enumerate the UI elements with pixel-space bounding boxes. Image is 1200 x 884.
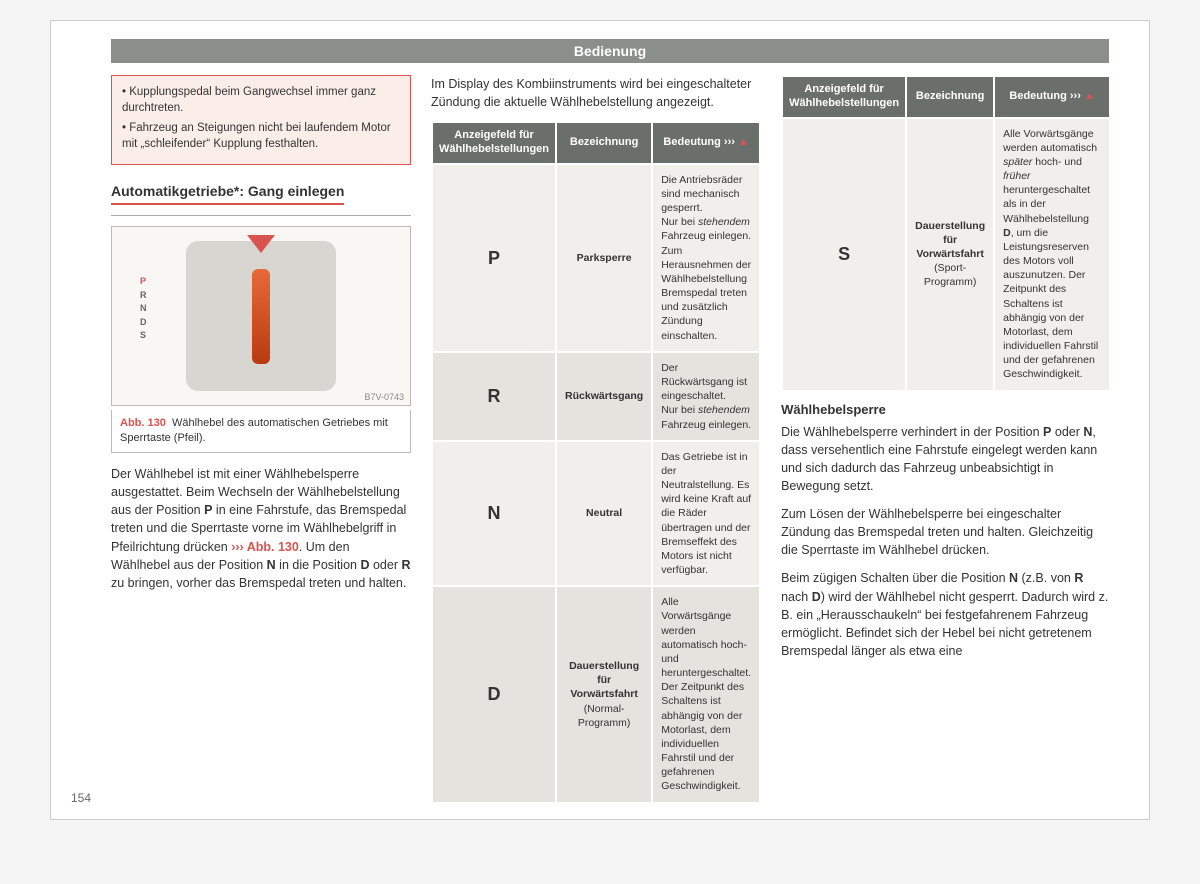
gear-letter: D [140, 316, 147, 330]
gear-code: N [432, 441, 556, 587]
figure-caption: Abb. 130 Wählhebel des automatischen Get… [111, 410, 411, 453]
figure-130: P R N D S B7V-0743 [111, 226, 411, 406]
table-header: Anzeigefeld für Wählhebelstellungen [782, 76, 906, 118]
gear-lever-icon [252, 269, 270, 364]
table-row: SDauerstellung für Vorwärtsfahrt (Sport-… [782, 118, 1110, 391]
table-header: Bedeutung ››› ▲ [994, 76, 1110, 118]
right-paragraph: Zum Lösen der Wählhebelsperre bei einges… [781, 505, 1111, 559]
gear-table-body-mid: PParksperreDie Antriebsräder sind mechan… [432, 164, 760, 803]
gear-code: S [782, 118, 906, 391]
gear-code: D [432, 586, 556, 802]
gear-letter: R [140, 289, 147, 303]
table-header: Bezeichnung [556, 122, 652, 164]
table-row: PParksperreDie Antriebsräder sind mechan… [432, 164, 760, 352]
right-paragraph: Die Wählhebelsperre verhindert in der Po… [781, 423, 1111, 496]
right-paragraph: Beim zügigen Schalten über die Position … [781, 569, 1111, 660]
column-layout: • Kupplungspedal beim Gangwechsel immer … [111, 75, 1109, 804]
gear-lever-illustration [186, 241, 336, 391]
warning-text: Kupplungspedal beim Gangwechsel immer ga… [122, 86, 376, 114]
th-text: Bedeutung ››› [663, 136, 734, 148]
gear-letter: N [140, 302, 147, 316]
gear-label: Dauerstellung für Vorwärtsfahrt (Sport-P… [906, 118, 994, 391]
gear-table-mid: Anzeigefeld für Wählhebelstellungen Beze… [431, 121, 761, 803]
section-title: Automatikgetriebe*: Gang einlegen [111, 183, 344, 205]
column-right: Anzeigefeld für Wählhebelstellungen Beze… [781, 75, 1111, 804]
section-title-wrap: Automatikgetriebe*: Gang einlegen [111, 183, 411, 216]
gear-description: Alle Vorwärtsgänge werden automatisch ho… [652, 586, 760, 802]
gear-label: Rückwärtsgang [556, 352, 652, 441]
gear-description: Das Getriebe ist in der Neutralstellung.… [652, 441, 760, 587]
gear-table-body-right: SDauerstellung für Vorwärtsfahrt (Sport-… [782, 118, 1110, 391]
table-row: DDauerstellung für Vorwärtsfahrt (Normal… [432, 586, 760, 802]
page-header: Bedienung [111, 39, 1109, 63]
table-header: Anzeigefeld für Wählhebelstellungen [432, 122, 556, 164]
manual-page: Bedienung • Kupplungspedal beim Gangwech… [50, 20, 1150, 820]
gear-table-right: Anzeigefeld für Wählhebelstellungen Beze… [781, 75, 1111, 392]
gear-letter: P [140, 275, 147, 289]
gear-description: Der Rückwärtsgang ist eingeschaltet.Nur … [652, 352, 760, 441]
gear-label: Neutral [556, 441, 652, 587]
figure-code: B7V-0743 [364, 392, 404, 402]
figure-ref-label: Abb. 130 [120, 417, 166, 429]
table-row: RRückwärtsgangDer Rückwärtsgang ist eing… [432, 352, 760, 441]
gear-code: P [432, 164, 556, 352]
th-text: Bedeutung ››› [1009, 90, 1080, 102]
right-subheading: Wählhebelsperre [781, 402, 1111, 417]
page-number: 154 [71, 791, 91, 805]
table-header: Bezeichnung [906, 76, 994, 118]
table-row: NNeutralDas Getriebe ist in der Neutrals… [432, 441, 760, 587]
gear-label-strip: P R N D S [140, 275, 147, 343]
warning-item: • Fahrzeug an Steigungen nicht bei laufe… [122, 120, 400, 152]
column-middle: Im Display des Kombiinstruments wird bei… [431, 75, 761, 804]
gear-label: Parksperre [556, 164, 652, 352]
warning-text: Fahrzeug an Steigungen nicht bei laufend… [122, 122, 391, 150]
table-header: Bedeutung ››› ▲ [652, 122, 760, 164]
gear-description: Alle Vorwärtsgänge werden automatisch sp… [994, 118, 1110, 391]
warning-item: • Kupplungspedal beim Gangwechsel immer … [122, 84, 400, 116]
gear-description: Die Antriebsräder sind mechanisch gesper… [652, 164, 760, 352]
arrow-down-icon [247, 235, 275, 253]
gear-code: R [432, 352, 556, 441]
gear-label: Dauerstellung für Vorwärtsfahrt (Normal-… [556, 586, 652, 802]
left-body-text: Der Wählhebel ist mit einer Wählhebelspe… [111, 465, 411, 592]
mid-intro-text: Im Display des Kombiinstruments wird bei… [431, 75, 761, 111]
gear-letter: S [140, 329, 147, 343]
warning-triangle-icon: ▲ [738, 136, 749, 150]
warning-triangle-icon: ▲ [1084, 90, 1095, 104]
column-left: • Kupplungspedal beim Gangwechsel immer … [111, 75, 411, 804]
warning-box: • Kupplungspedal beim Gangwechsel immer … [111, 75, 411, 165]
